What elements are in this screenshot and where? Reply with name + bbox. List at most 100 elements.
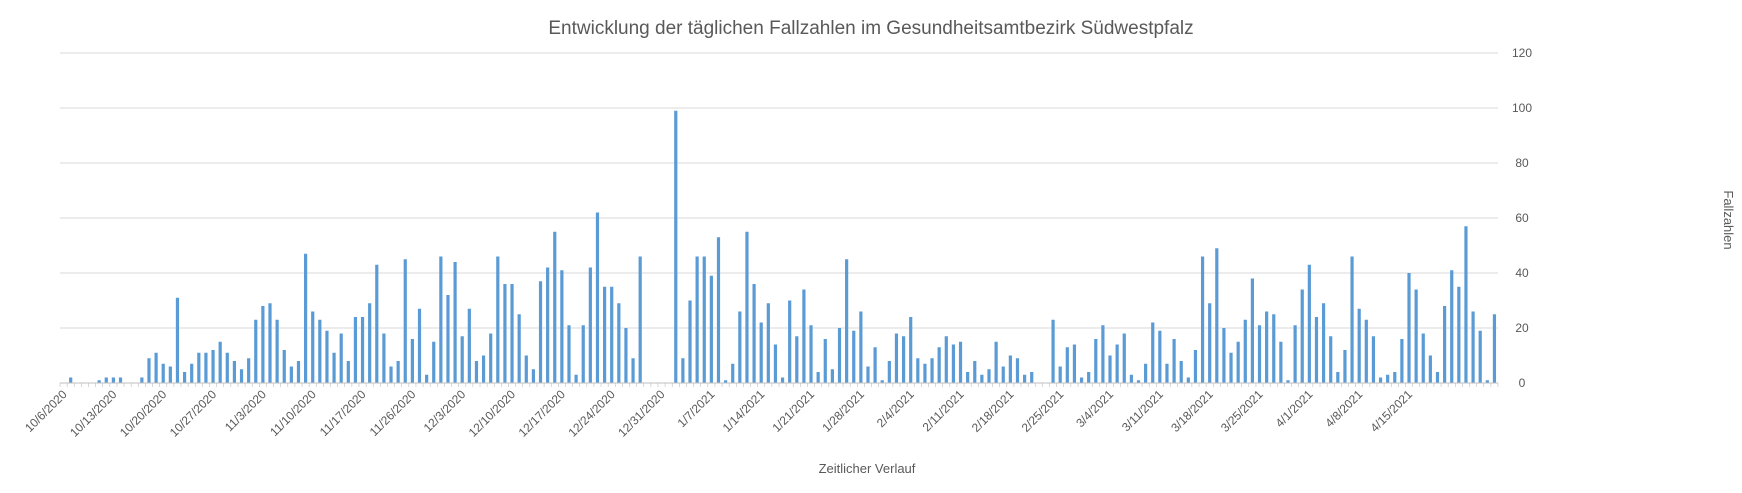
- bar: [602, 286, 607, 383]
- bar: [973, 361, 977, 383]
- x-tick-label: 3/18/2021: [1168, 387, 1216, 435]
- bar: [239, 369, 244, 383]
- bar: [1115, 344, 1119, 383]
- bar: [118, 377, 123, 383]
- bar: [453, 262, 457, 383]
- y-tick-label: 0: [1519, 376, 1526, 390]
- x-tick-label: 12/3/2020: [421, 387, 469, 435]
- y-tick-label: 60: [1515, 211, 1529, 225]
- bar: [474, 361, 479, 383]
- bar: [1129, 374, 1133, 383]
- bar: [1136, 380, 1141, 383]
- bar: [325, 330, 329, 383]
- bar: [1094, 339, 1098, 383]
- bar: [859, 311, 863, 383]
- bar: [104, 377, 108, 383]
- x-tick-label: 10/20/2020: [117, 387, 170, 440]
- bar: [190, 363, 194, 383]
- bar: [1471, 311, 1475, 383]
- bar: [232, 361, 237, 383]
- bar: [1300, 289, 1304, 383]
- bar: [218, 341, 222, 383]
- bar: [1030, 372, 1034, 383]
- x-tick-label: 2/11/2021: [920, 387, 967, 434]
- bar: [1272, 314, 1276, 383]
- bar: [546, 267, 550, 383]
- bar: [1122, 333, 1126, 383]
- bar: [318, 319, 322, 383]
- x-tick-label: 11/26/2020: [367, 387, 419, 439]
- bar: [951, 344, 956, 383]
- bar: [1393, 372, 1397, 383]
- bar: [1321, 303, 1326, 383]
- bar: [752, 284, 756, 383]
- bar: [588, 267, 592, 383]
- bar: [175, 297, 180, 383]
- bar: [254, 319, 258, 383]
- x-tick-label: 3/25/2021: [1218, 387, 1266, 435]
- bar: [937, 347, 941, 383]
- bar: [1386, 374, 1390, 383]
- bar: [745, 231, 749, 383]
- bar: [1186, 377, 1190, 383]
- bar: [261, 306, 265, 383]
- bar: [1478, 330, 1482, 383]
- bar: [1307, 264, 1311, 383]
- bar: [481, 355, 486, 383]
- bar: [247, 358, 251, 383]
- bar: [766, 303, 770, 383]
- bar: [1435, 372, 1440, 383]
- bar: [1193, 350, 1198, 383]
- bar: [894, 333, 899, 383]
- bar: [773, 344, 778, 383]
- bar: [1407, 273, 1411, 383]
- bar: [916, 358, 920, 383]
- bar: [1421, 333, 1425, 383]
- bar: [1414, 289, 1418, 383]
- bar: [211, 350, 215, 383]
- bar: [1072, 344, 1077, 383]
- bar: [282, 350, 286, 383]
- bar: [1208, 303, 1212, 383]
- bar: [816, 372, 820, 383]
- bar: [880, 380, 884, 383]
- bar: [346, 361, 350, 383]
- bar: [360, 317, 365, 383]
- chart-title: Entwicklung der täglichen Fallzahlen im …: [548, 18, 1194, 39]
- x-tick-label: 2/18/2021: [969, 387, 1017, 435]
- bar: [788, 300, 792, 383]
- bar: [1464, 226, 1468, 383]
- bar: [1293, 325, 1297, 383]
- bar: [289, 366, 293, 383]
- bar: [610, 286, 614, 383]
- bar: [631, 358, 635, 383]
- bar: [1371, 336, 1376, 383]
- bar: [353, 317, 358, 383]
- x-axis-title: Zeitlicher Verlauf: [819, 461, 916, 476]
- bar: [731, 363, 735, 383]
- bar: [403, 259, 407, 383]
- bar: [1172, 339, 1176, 383]
- bar: [553, 231, 557, 383]
- bar: [1158, 330, 1162, 383]
- bar: [1079, 377, 1084, 383]
- x-tick-label: 4/1/2021: [1273, 387, 1316, 430]
- x-tick-label: 4/8/2021: [1322, 387, 1365, 430]
- x-tick-label: 3/11/2021: [1119, 387, 1166, 434]
- bar: [496, 256, 500, 383]
- bar: [1350, 256, 1354, 383]
- bar: [980, 374, 984, 383]
- bar: [1257, 325, 1262, 383]
- x-tick-label: 12/17/2020: [516, 387, 569, 440]
- bar: [1087, 372, 1091, 383]
- x-tick-label: 1/14/2021: [720, 387, 768, 435]
- bar: [467, 308, 471, 383]
- bar: [1428, 355, 1432, 383]
- bar: [111, 377, 115, 383]
- bar: [823, 339, 827, 383]
- x-tick-label: 2/4/2021: [874, 387, 917, 430]
- bar: [168, 366, 172, 383]
- bar: [1151, 322, 1155, 383]
- bar: [204, 352, 208, 383]
- bar: [1001, 366, 1005, 383]
